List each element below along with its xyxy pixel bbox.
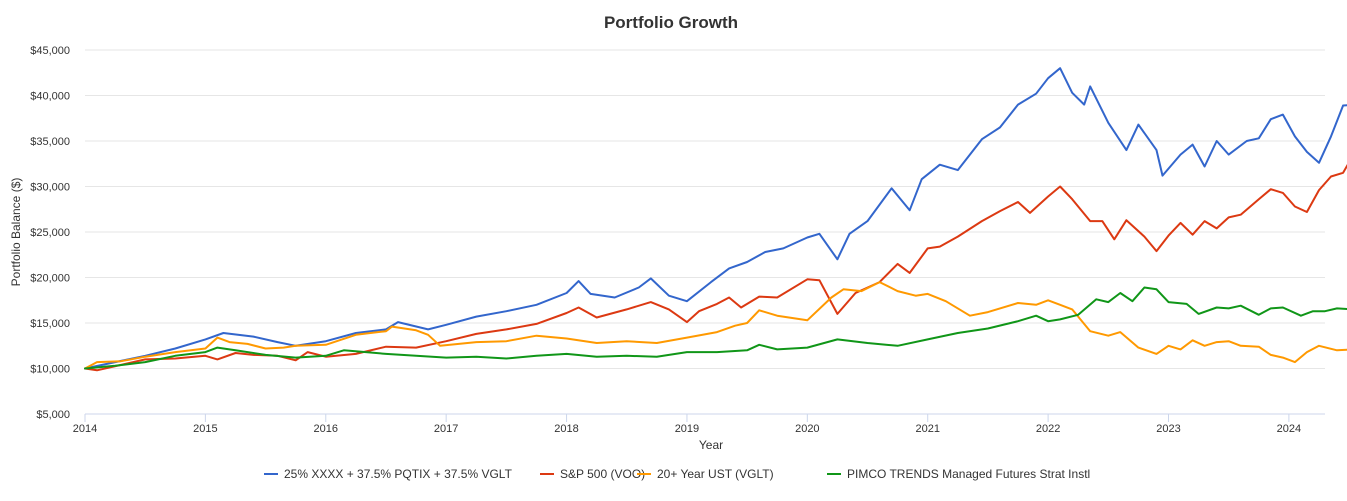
y-tick-label: $5,000 (36, 409, 70, 421)
y-axis-title: Portfolio Balance ($) (9, 178, 23, 287)
legend-item-3[interactable]: 20+ Year UST (VGLT) (637, 467, 774, 481)
x-tick-label: 2020 (795, 423, 819, 435)
x-tick-label: 2016 (314, 423, 338, 435)
legend-label: 20+ Year UST (VGLT) (657, 467, 774, 481)
legend-label: 25% XXXX + 37.5% PQTIX + 37.5% VGLT (284, 467, 513, 481)
y-tick-label: $25,000 (30, 227, 70, 239)
x-tick-label: 2023 (1156, 423, 1180, 435)
x-tick-label: 2022 (1036, 423, 1060, 435)
x-tick-label: 2024 (1277, 423, 1301, 435)
series-line-4[interactable] (84, 286, 1347, 370)
legend-label: PIMCO TRENDS Managed Futures Strat Instl (847, 467, 1090, 481)
series-line-1[interactable] (84, 67, 1347, 370)
y-tick-label: $20,000 (30, 273, 70, 285)
legend-item-4[interactable]: PIMCO TRENDS Managed Futures Strat Instl (827, 467, 1090, 481)
y-tick-label: $15,000 (30, 318, 70, 330)
series-line-3[interactable] (84, 281, 1347, 370)
x-axis-ticks: 2014 2015 2016 2017 2018 2019 2020 2021 2022 2023… (73, 414, 1301, 435)
x-tick-label: 2018 (554, 423, 578, 435)
grid-lines (85, 49, 1325, 415)
y-tick-label: $30,000 (30, 182, 70, 194)
y-tick-label: $35,000 (30, 136, 70, 148)
legend-item-1[interactable]: 25% XXXX + 37.5% PQTIX + 37.5% VGLT (264, 467, 513, 481)
y-tick-label: $10,000 (30, 364, 70, 376)
x-tick-label: 2017 (434, 423, 458, 435)
y-tick-label: $45,000 (30, 45, 70, 57)
y-tick-label: $40,000 (30, 91, 70, 103)
x-axis-title: Year (699, 438, 723, 452)
chart-title: Portfolio Growth (604, 13, 738, 32)
legend-item-2[interactable]: S&P 500 (VOO) (540, 467, 645, 481)
x-tick-label: 2015 (193, 423, 217, 435)
series-line-2[interactable] (84, 152, 1347, 372)
x-tick-label: 2014 (73, 423, 97, 435)
x-tick-label: 2021 (915, 423, 939, 435)
legend-label: S&P 500 (VOO) (560, 467, 645, 481)
legend: 25% XXXX + 37.5% PQTIX + 37.5% VGLT S&P 5… (264, 467, 1090, 481)
y-axis-ticks: $5,000 $10,000 $15,000 $20,000 $25,000 $30,00… (30, 45, 70, 421)
series-lines (84, 67, 1347, 372)
x-tick-label: 2019 (675, 423, 699, 435)
